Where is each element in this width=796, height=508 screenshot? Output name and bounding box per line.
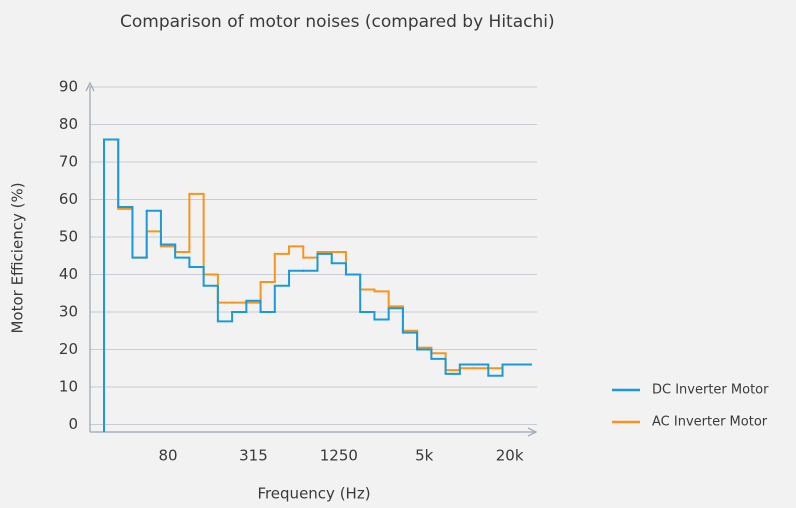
x-tick-label: 80	[159, 447, 178, 465]
y-tick-label: 90	[59, 78, 78, 96]
x-tick-label: 20k	[496, 447, 524, 465]
y-tick-label: 80	[59, 115, 78, 133]
y-tick-label: 50	[59, 228, 78, 246]
y-tick-label: 20	[59, 340, 78, 358]
plot-area	[103, 138, 532, 432]
y-tick-label: 40	[59, 265, 78, 283]
legend-label: DC Inverter Motor	[652, 383, 769, 398]
x-tick-label: 5k	[415, 447, 434, 465]
y-tick-label: 10	[59, 378, 78, 396]
x-axis-arrow	[527, 427, 538, 437]
legend-label: AC Inverter Motor	[652, 415, 768, 430]
series	[103, 138, 532, 432]
x-axis-label: Frequency (Hz)	[257, 485, 370, 503]
x-tick-label: 1250	[320, 447, 358, 465]
grid	[90, 86, 537, 425]
y-tick-label: 30	[59, 303, 78, 321]
y-axis-label: Motor Efficiency (%)	[9, 182, 27, 333]
y-tick-label: 0	[68, 415, 78, 433]
y-tick-label: 70	[59, 153, 78, 171]
y-axis-arrow	[85, 81, 95, 92]
x-tick-label: 315	[239, 447, 268, 465]
y-tick-label: 60	[59, 190, 78, 208]
chart-title: Comparison of motor noises (compared by …	[120, 12, 555, 32]
